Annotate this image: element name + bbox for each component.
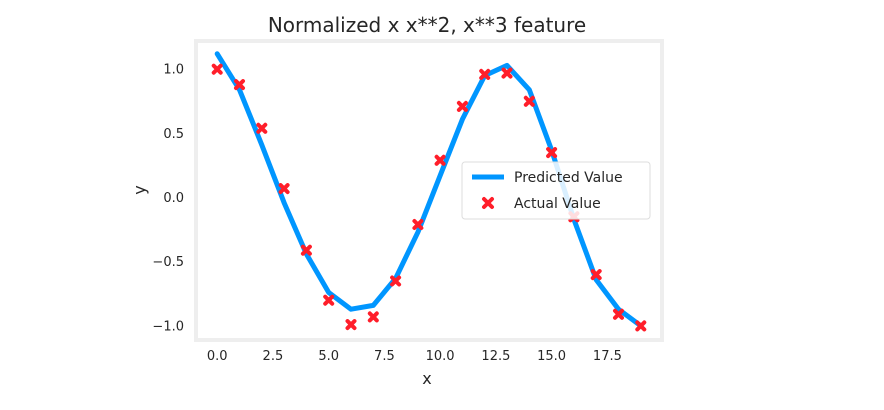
x-tick-label: 2.5 xyxy=(263,349,284,364)
x-tick-label: 12.5 xyxy=(481,349,510,364)
chart-title: Normalized x x**2, x**3 feature xyxy=(268,13,586,37)
actual-value-point xyxy=(323,294,335,306)
actual-value-point xyxy=(300,244,312,256)
actual-value-point xyxy=(434,154,446,166)
x-tick-label: 7.5 xyxy=(374,349,395,364)
y-axis-ticks: 1.0 0.5 0.0 −0.5 −1.0 xyxy=(152,63,184,335)
x-axis-label: x xyxy=(422,369,431,388)
actual-value-point xyxy=(479,68,491,80)
y-tick-label: −0.5 xyxy=(152,255,184,270)
actual-value-point xyxy=(412,219,424,230)
y-tick-label: 1.0 xyxy=(163,63,184,78)
actual-value-point xyxy=(256,122,268,134)
actual-value-point xyxy=(345,319,357,331)
actual-value-point xyxy=(613,308,624,320)
x-tick-label: 15.0 xyxy=(537,349,566,364)
x-tick-label: 17.5 xyxy=(593,349,622,364)
y-tick-label: −1.0 xyxy=(152,319,184,334)
actual-value-point xyxy=(546,147,558,159)
actual-value-point xyxy=(523,95,535,107)
legend-marker-swatch xyxy=(482,197,494,209)
actual-value-point xyxy=(367,311,379,323)
actual-value-point xyxy=(234,79,245,91)
actual-value-point xyxy=(590,269,602,281)
legend-label-actual: Actual Value xyxy=(514,196,601,212)
actual-value-point xyxy=(390,275,402,287)
legend: Predicted Value Actual Value xyxy=(461,161,651,220)
legend-label-predicted: Predicted Value xyxy=(514,170,623,186)
actual-value-point xyxy=(211,63,223,75)
actual-value-point xyxy=(501,67,513,79)
legend-box xyxy=(461,161,651,220)
y-tick-label: 0.5 xyxy=(163,127,184,142)
x-tick-label: 0.0 xyxy=(207,349,228,364)
y-tick-label: 0.0 xyxy=(163,191,184,206)
actual-value-point xyxy=(278,183,290,195)
actual-value-point xyxy=(456,100,468,112)
y-axis-label: y xyxy=(130,185,149,194)
x-tick-label: 5.0 xyxy=(318,349,339,364)
x-axis-ticks: 0.0 2.5 5.0 7.5 10.0 12.5 15.0 17.5 xyxy=(207,349,622,364)
x-tick-label: 10.0 xyxy=(426,349,455,364)
actual-value-point xyxy=(635,320,647,332)
